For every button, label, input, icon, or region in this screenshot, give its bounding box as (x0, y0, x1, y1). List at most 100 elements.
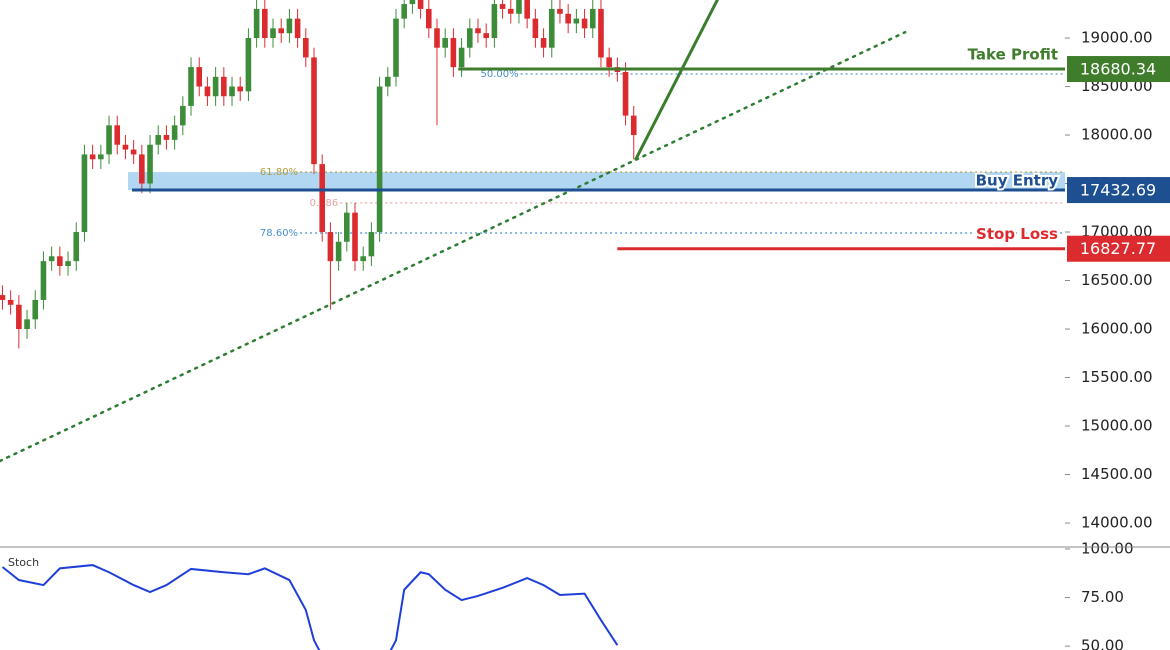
candle-body (7, 299, 14, 305)
candle-body (458, 47, 465, 68)
candle-body (253, 8, 260, 39)
candle-body (589, 8, 596, 29)
candle-body (303, 38, 309, 58)
fib-label: 50.00% (480, 69, 518, 80)
y-tick-label: 14000.00 (1081, 514, 1153, 532)
candle-body (40, 261, 47, 300)
candle-body (376, 86, 383, 233)
candle-body (425, 8, 432, 29)
y-tick-label: 14500.00 (1081, 465, 1153, 483)
candle-body (180, 105, 186, 126)
candle-body (565, 13, 571, 24)
y-tick-label: 16000.00 (1081, 320, 1153, 338)
candle-body (622, 71, 629, 116)
buy-zone (127, 172, 1065, 191)
stoch-line (1, 564, 619, 650)
candle-body (417, 0, 424, 9)
candle-body (434, 28, 440, 48)
price-badge-label: 16827.77 (1080, 239, 1156, 258)
candle-body (24, 319, 30, 330)
candle-body (409, 0, 416, 5)
candle-body (475, 28, 481, 34)
candle-body (286, 18, 293, 34)
candle-body (81, 154, 88, 233)
candle-body (573, 18, 580, 24)
candle-body (212, 76, 219, 97)
candle-body (507, 8, 514, 14)
candle-body (278, 28, 285, 34)
candle-body (163, 135, 170, 140)
candle-body (344, 212, 350, 242)
price-badge-label: 18680.34 (1080, 60, 1156, 79)
candle-body (319, 164, 326, 233)
candle-body (130, 149, 137, 155)
candle-body (466, 28, 473, 48)
candle-body (368, 232, 375, 257)
candle-body (147, 144, 153, 184)
stoch-tick-label: 50.00 (1081, 637, 1124, 650)
candle-body (606, 57, 612, 68)
candle-body (548, 8, 555, 48)
candle-body (401, 4, 407, 19)
candle-body (98, 154, 104, 160)
y-tick-label: 19000.00 (1081, 29, 1153, 47)
candle-body (122, 144, 129, 150)
candle-body (540, 38, 547, 48)
price-badge (1067, 56, 1170, 83)
y-tick-label: 16500.00 (1081, 271, 1153, 289)
candle-body (57, 256, 63, 266)
candle-body (114, 125, 121, 145)
candle-body (384, 76, 391, 87)
candle-body (360, 256, 366, 262)
candle-body (483, 33, 489, 39)
y-tick-label: 15500.00 (1081, 368, 1153, 386)
trendline (0, 30, 907, 463)
candle-body (294, 18, 301, 39)
candle-body (270, 28, 276, 39)
y-tick-label: 15000.00 (1081, 417, 1153, 435)
candle-body (450, 38, 457, 68)
price-badge-label: 17432.69 (1080, 181, 1156, 200)
candle-body (598, 8, 604, 58)
candle-body (106, 125, 112, 155)
candle-body (442, 38, 448, 48)
candle-body (0, 295, 6, 300)
stoch-tick-label: 75.00 (1081, 588, 1124, 606)
stoch-pane (1, 564, 619, 650)
candle-body (245, 38, 252, 92)
candle-body (171, 125, 178, 140)
candle-body (188, 67, 194, 106)
projection-line (634, 0, 719, 161)
candle-body (73, 232, 80, 262)
level-label: Stop Loss (976, 225, 1058, 243)
price-axis: 14000.00 14500.00 15000.00 15500.00 16000.00… (1065, 29, 1170, 650)
candle-body (65, 261, 71, 266)
candle-body (516, 0, 522, 14)
stoch-title: Stoch (8, 556, 39, 569)
candle-body (221, 76, 227, 97)
candle-body (229, 86, 235, 97)
candle-body (352, 212, 358, 262)
stoch-tick-label: 100.00 (1081, 539, 1134, 557)
candle-body (581, 18, 588, 29)
candle-body (524, 0, 530, 19)
candle-body (311, 57, 317, 165)
level-label: Take Profit (968, 46, 1058, 64)
candle-body (196, 67, 203, 87)
fib-label: 61.80% (260, 167, 298, 178)
level-label: Buy Entry (976, 172, 1059, 190)
candle-body (557, 8, 563, 14)
candle-body (532, 18, 539, 39)
candle-body (393, 18, 399, 77)
candle-body (630, 115, 637, 136)
candle-body (262, 8, 268, 39)
candle-body (89, 154, 96, 160)
price-badge (1067, 177, 1170, 204)
candle-body (155, 135, 162, 145)
price-badge (1067, 235, 1170, 262)
price-pane: 50.00%61.80%0.78678.60% (0, 0, 1065, 463)
candle-body (335, 241, 342, 262)
candle-body (32, 299, 39, 320)
fib-label: 78.60% (260, 228, 298, 239)
